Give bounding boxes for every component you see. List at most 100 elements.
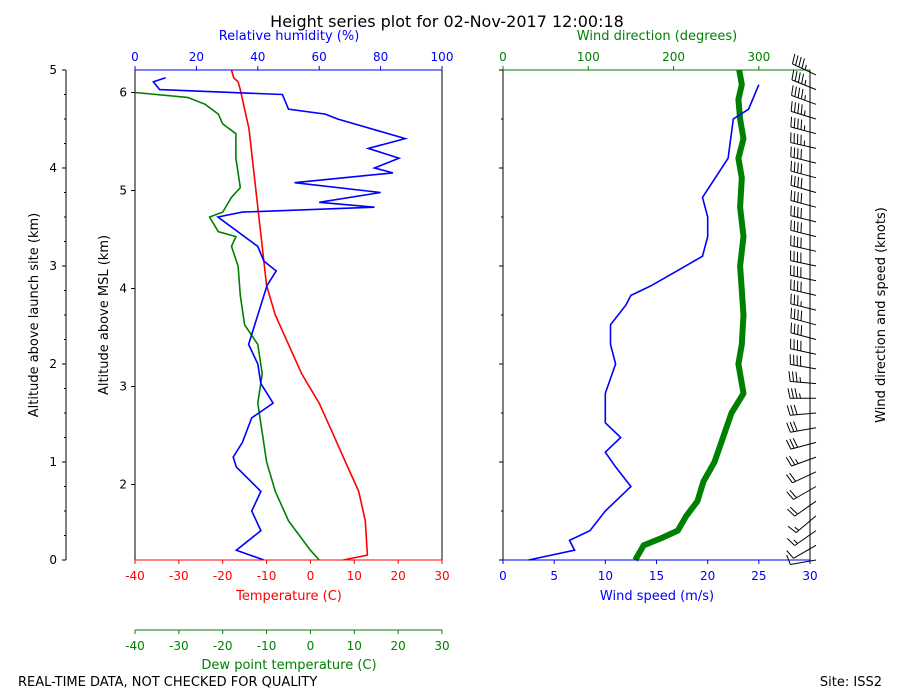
- wind-barb-feather: [797, 103, 800, 114]
- wind-barb-feather: [789, 421, 795, 432]
- wind-barb-staff: [790, 332, 817, 340]
- msl-tick-label: 5: [119, 184, 127, 198]
- thermo-series-group: [134, 69, 409, 561]
- humidity-tick-label: 0: [131, 50, 139, 64]
- wind-barb-staff: [790, 412, 817, 416]
- wind-barb-staff: [792, 63, 817, 76]
- wind-barb: [791, 53, 817, 76]
- temperature-tick-label: -10: [257, 569, 277, 583]
- xlabel-wind-direction: Wind direction (degrees): [577, 29, 737, 44]
- wind-barb: [790, 146, 817, 164]
- wind-barb: [786, 404, 817, 416]
- wind-barb-feather: [797, 324, 799, 335]
- xlabel-wind-speed: Wind speed (m/s): [600, 589, 714, 604]
- wind-barb: [790, 250, 817, 267]
- ylabel-wind-barbs: Wind direction and speed (knots): [874, 207, 889, 423]
- wind-barb: [790, 279, 817, 296]
- wind-barb: [790, 235, 817, 252]
- wind-barb-feather: [790, 307, 793, 319]
- wind-speed-tick-label: 5: [550, 569, 558, 583]
- wind-barb-staff: [790, 363, 817, 370]
- wind-barb: [790, 116, 817, 135]
- wind-barb-feather: [790, 160, 793, 172]
- wind-barb-feather: [793, 102, 796, 113]
- wind-barb-feather: [786, 550, 794, 559]
- wind-barb-half-feather: [799, 377, 802, 383]
- wind-plot-area: [502, 69, 811, 561]
- wind-barb-feather: [797, 72, 801, 83]
- wind-barb: [790, 160, 817, 179]
- wind-barb-staff: [790, 274, 817, 282]
- wind-barb-feather: [789, 438, 795, 449]
- wind-barb-feather: [793, 117, 796, 128]
- wind-barb: [786, 554, 817, 566]
- wind-barb-staff: [790, 215, 817, 223]
- temperature-tick-label: -20: [213, 569, 233, 583]
- wind-barb-staff: [792, 471, 817, 484]
- wind-barb-feather: [789, 489, 797, 499]
- wind-barb-feather: [785, 457, 792, 467]
- wind-barb-half-feather: [804, 95, 806, 101]
- wind-barb-feather: [790, 190, 793, 201]
- wind-barb-feather: [790, 175, 793, 186]
- wind-barb-staff: [790, 184, 817, 193]
- launch-tick-label: 5: [49, 63, 57, 77]
- wind-barb: [790, 205, 817, 223]
- wind-barb-half-feather: [793, 539, 798, 544]
- wind-barb-feather: [801, 73, 805, 84]
- msl-tick-label: 2: [119, 478, 127, 492]
- wind-barb-feather: [797, 192, 799, 203]
- wind-speed-tick-label: 0: [499, 569, 507, 583]
- wind-barb: [787, 388, 816, 399]
- wind-barb: [785, 471, 817, 484]
- wind-barb-staff: [790, 427, 817, 433]
- wind-speed-tick-label: 15: [649, 569, 664, 583]
- wind-barb-feather: [793, 323, 796, 334]
- wind-barb-staff: [794, 530, 817, 546]
- ylabel-msl: Altitude above MSL (km): [97, 235, 112, 395]
- launch-tick-label: 1: [49, 455, 57, 469]
- humidity-tick-label: 100: [431, 50, 454, 64]
- wind-barb: [790, 220, 817, 238]
- wind-barb-staff: [793, 544, 817, 559]
- wind-barb-feather: [791, 371, 795, 382]
- wind-barb: [790, 293, 817, 311]
- wind-barb-feather: [786, 491, 794, 500]
- wind-barb-feather: [793, 421, 798, 432]
- wind-barb: [785, 437, 817, 450]
- wind-barb: [788, 371, 817, 385]
- series-wind-speed: [528, 84, 760, 561]
- wind-barb-feather: [793, 308, 796, 320]
- wind-panel: 0 5 10 15 20 25 300 100 200 300 Wind speed (m/s) …: [499, 29, 889, 604]
- wind-barb: [790, 322, 817, 340]
- humidity-tick-label: 40: [250, 50, 265, 64]
- wind-barb: [785, 455, 817, 467]
- series-temperature: [230, 69, 369, 561]
- wind-barb-half-feather: [799, 393, 801, 399]
- wind-barb: [791, 85, 817, 105]
- wind-barb-feather: [798, 56, 802, 67]
- humidity-tick-label: 60: [312, 50, 327, 64]
- dewpoint-tick-label: 0: [307, 639, 315, 653]
- wind-barb-staff: [790, 260, 817, 267]
- wind-barb: [786, 544, 817, 559]
- wind-barb-staff: [794, 500, 817, 517]
- wind-barb-staff: [791, 94, 817, 105]
- temperature-tick-label: 20: [391, 569, 406, 583]
- temperature-tick-label: 30: [434, 569, 449, 583]
- wind-barb-feather: [797, 309, 799, 320]
- launch-tick-label: 4: [49, 161, 57, 175]
- msl-tick-label: 6: [119, 86, 127, 100]
- wind-barb-feather: [786, 538, 796, 546]
- wind-barb-feather: [800, 104, 803, 115]
- msl-tick-label: 3: [119, 380, 127, 394]
- wind-barb-feather: [793, 404, 798, 415]
- wind-barb-feather: [800, 178, 803, 189]
- wind-barb-feather: [797, 177, 800, 188]
- msl-tick-label: 4: [119, 282, 127, 296]
- wind-barb-feather: [786, 405, 791, 416]
- wind-barb-staff: [790, 289, 817, 296]
- thermo-axes-group: 0 1 2 3 4 5 2 3 4 5 6 -40 -30 -20 -10 0 10 20 30 -40 -30 -20 -…: [49, 50, 453, 653]
- wind-barb-staff: [790, 303, 817, 311]
- wind-barb-feather: [797, 87, 801, 98]
